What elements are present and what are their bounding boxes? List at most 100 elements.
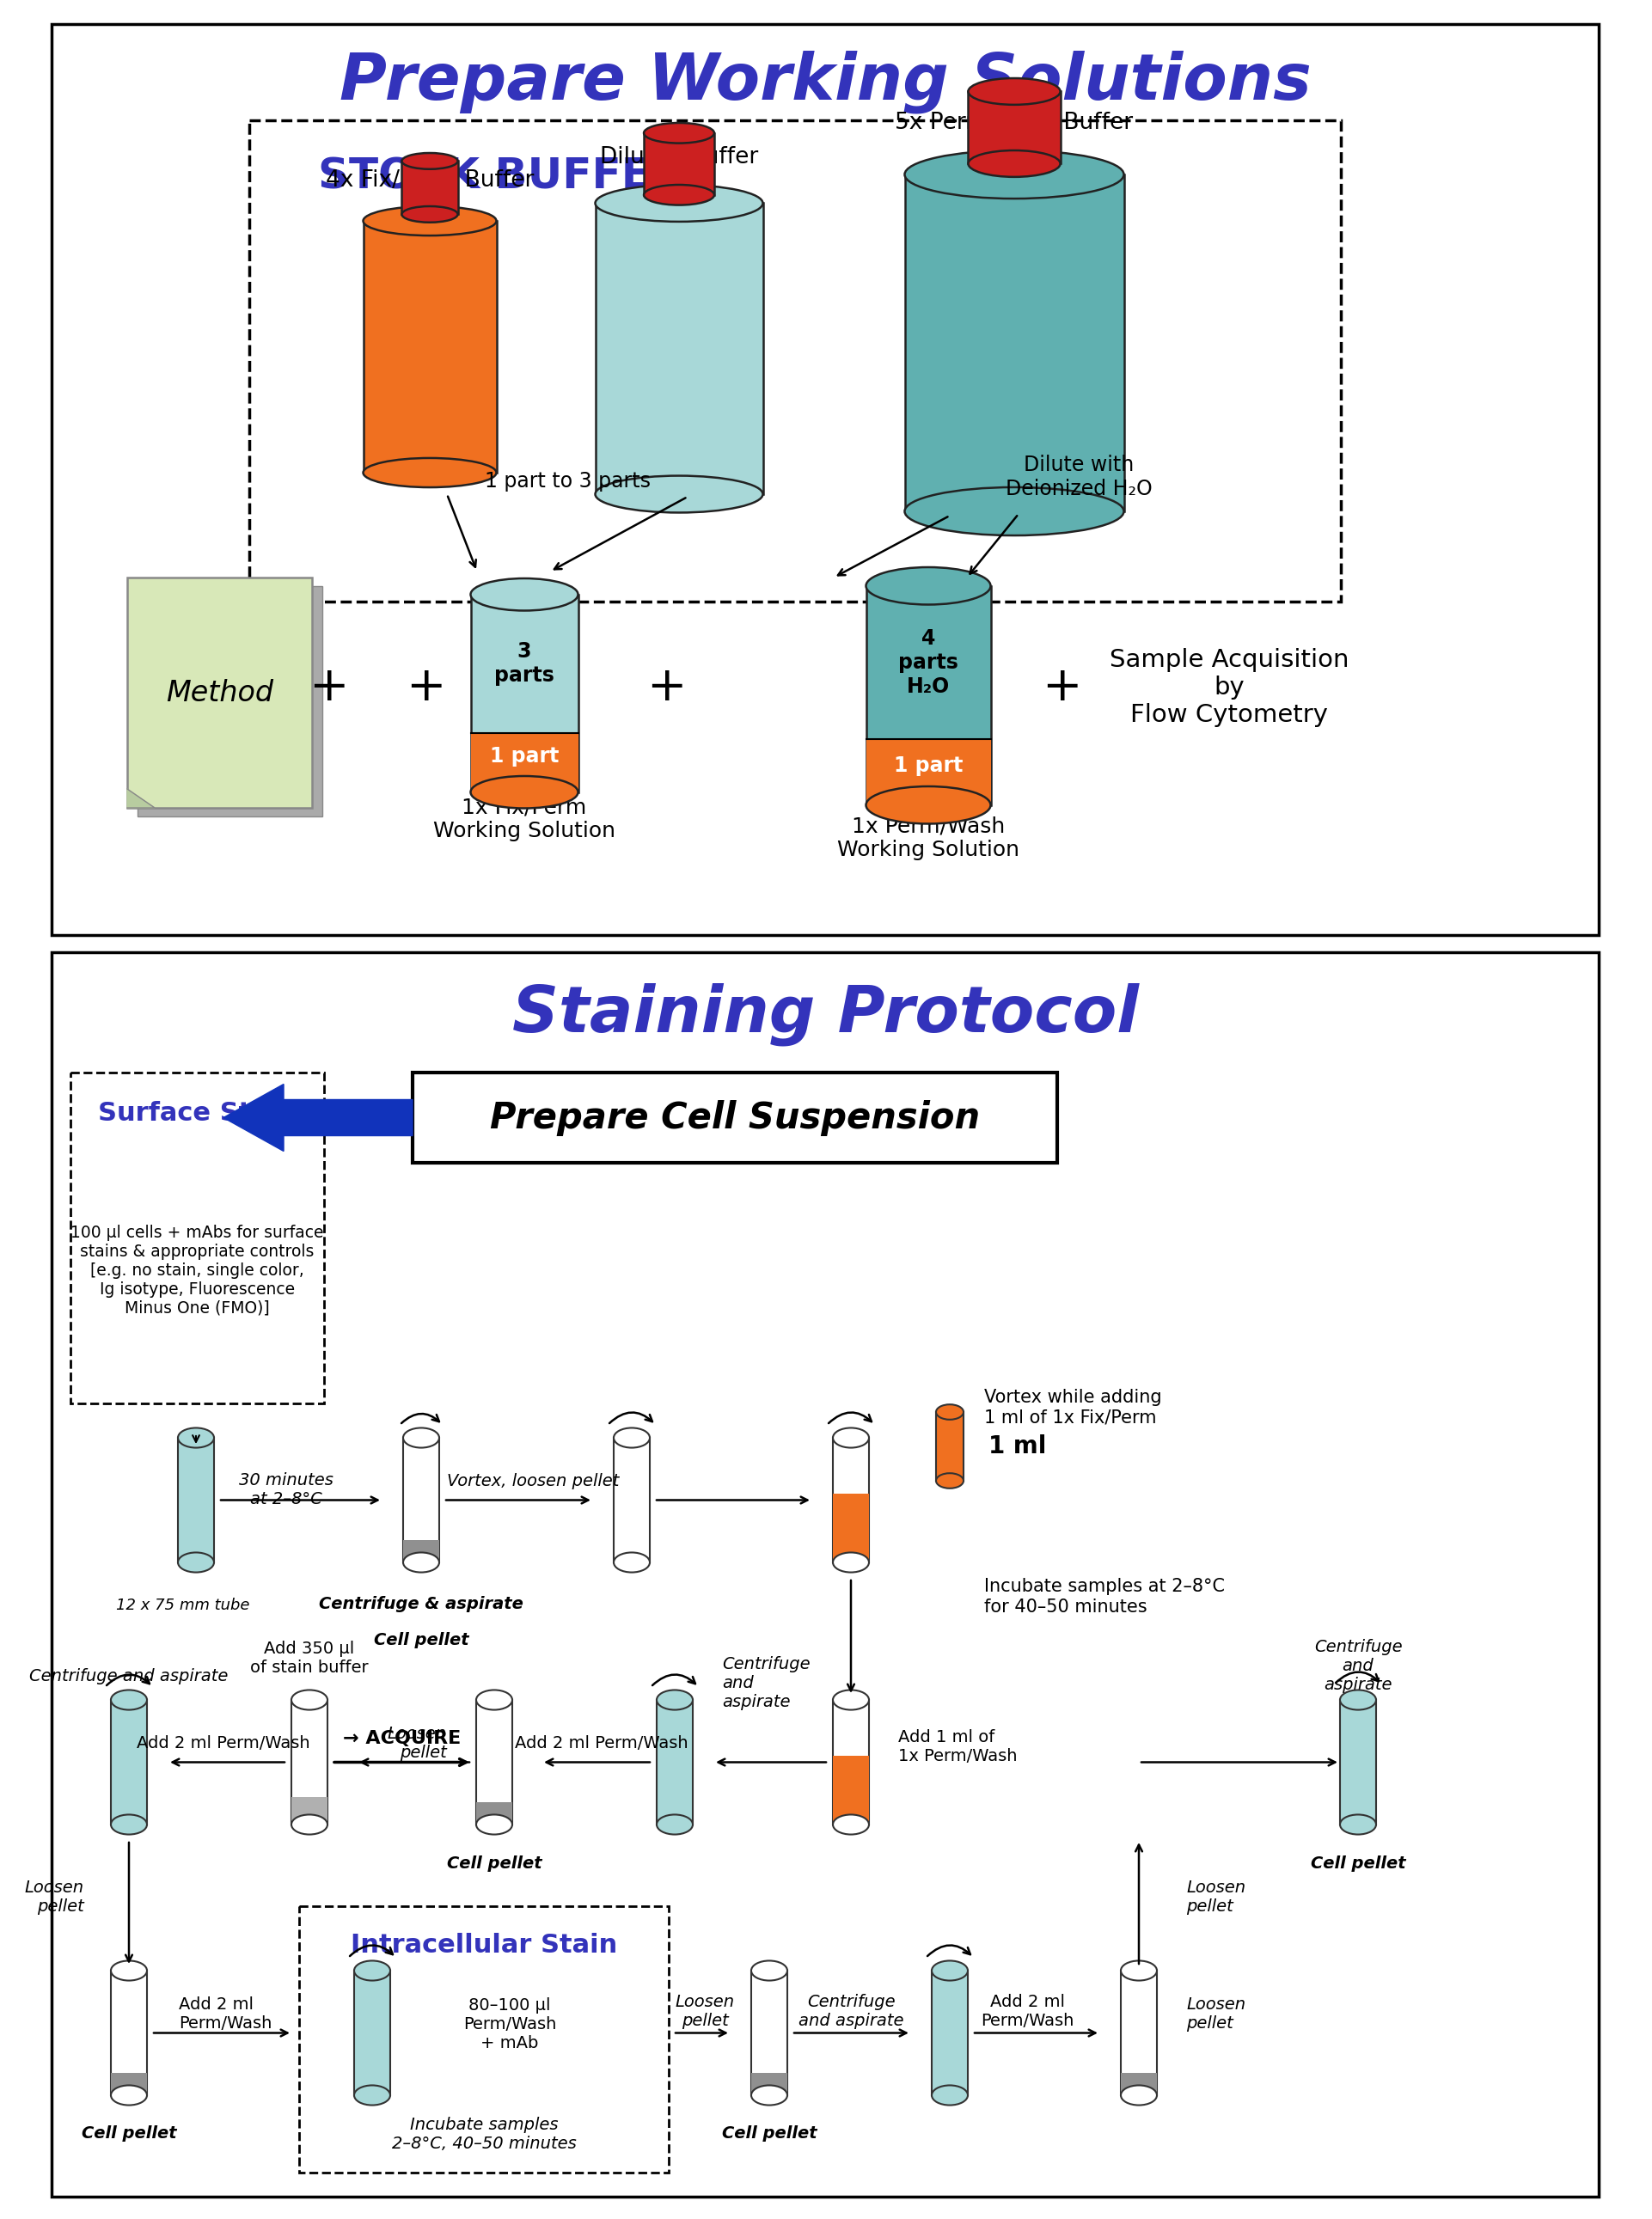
- Bar: [476, 1802, 512, 1824]
- Text: 12 x 75 mm tube: 12 x 75 mm tube: [116, 1598, 249, 1613]
- Text: Cell pellet: Cell pellet: [1310, 1855, 1406, 1871]
- Text: Vortex while adding
1 ml of 1x Fix/Perm: Vortex while adding 1 ml of 1x Fix/Perm: [985, 1389, 1161, 1427]
- Text: Method: Method: [165, 679, 273, 708]
- Text: Cell pellet: Cell pellet: [446, 1855, 542, 1871]
- Ellipse shape: [833, 1553, 869, 1573]
- Bar: [866, 586, 991, 805]
- Text: 4x Fix/Perm Buffer: 4x Fix/Perm Buffer: [325, 169, 534, 191]
- Text: 3
parts: 3 parts: [494, 641, 555, 686]
- Ellipse shape: [1120, 1962, 1156, 1982]
- Ellipse shape: [178, 1427, 215, 1447]
- Bar: [51, 952, 1599, 2197]
- Text: Incubate samples
2–8°C, 40–50 minutes: Incubate samples 2–8°C, 40–50 minutes: [392, 2117, 577, 2152]
- Ellipse shape: [752, 2086, 788, 2106]
- Text: 4
parts
H₂O: 4 parts H₂O: [899, 628, 958, 697]
- Ellipse shape: [1340, 1691, 1376, 1711]
- Text: Cell pellet: Cell pellet: [81, 2126, 177, 2141]
- Ellipse shape: [111, 1962, 147, 1982]
- Bar: [613, 1438, 649, 1562]
- Text: 30 minutes
at 2–8°C: 30 minutes at 2–8°C: [240, 1471, 334, 1507]
- Text: Add 2 ml
Perm/Wash: Add 2 ml Perm/Wash: [981, 1995, 1074, 2028]
- Bar: [178, 1438, 215, 1562]
- Bar: [937, 1411, 963, 1480]
- Ellipse shape: [644, 184, 714, 204]
- Bar: [363, 222, 496, 473]
- Ellipse shape: [752, 1962, 788, 1982]
- Bar: [111, 2073, 147, 2095]
- Ellipse shape: [178, 1553, 215, 1573]
- Ellipse shape: [644, 122, 714, 144]
- Ellipse shape: [291, 1815, 327, 1835]
- Text: Loosen
pellet: Loosen pellet: [676, 1995, 735, 2028]
- Bar: [354, 1970, 390, 2095]
- Bar: [833, 1493, 869, 1562]
- Ellipse shape: [866, 568, 991, 604]
- Ellipse shape: [403, 1553, 439, 1573]
- Ellipse shape: [363, 457, 496, 488]
- Text: Centrifuge
and
aspirate: Centrifuge and aspirate: [1313, 1638, 1403, 1693]
- Bar: [403, 1540, 439, 1562]
- Text: Surface Stain: Surface Stain: [97, 1101, 296, 1127]
- Ellipse shape: [111, 2086, 147, 2106]
- Bar: [752, 1970, 788, 2095]
- Ellipse shape: [1340, 1815, 1376, 1835]
- Ellipse shape: [471, 579, 578, 610]
- Ellipse shape: [354, 1962, 390, 1982]
- Ellipse shape: [657, 1691, 692, 1711]
- Bar: [833, 1438, 869, 1562]
- Text: → ACQUIRE: → ACQUIRE: [344, 1729, 461, 1746]
- Text: Intracellular Stain: Intracellular Stain: [350, 1933, 618, 1957]
- Ellipse shape: [937, 1405, 963, 1420]
- Text: Loosen
pellet: Loosen pellet: [388, 1726, 448, 1762]
- Bar: [595, 204, 763, 495]
- Text: Cell pellet: Cell pellet: [722, 2126, 816, 2141]
- Ellipse shape: [833, 1427, 869, 1447]
- Ellipse shape: [932, 2086, 968, 2106]
- Ellipse shape: [833, 1815, 869, 1835]
- Bar: [1340, 1700, 1376, 1824]
- Ellipse shape: [363, 206, 496, 235]
- Text: Prepare Working Solutions: Prepare Working Solutions: [339, 51, 1312, 113]
- Bar: [968, 91, 1061, 164]
- Ellipse shape: [401, 206, 458, 222]
- Text: Sample Acquisition
by
Flow Cytometry: Sample Acquisition by Flow Cytometry: [1110, 648, 1348, 728]
- Ellipse shape: [657, 1815, 692, 1835]
- Bar: [137, 586, 322, 817]
- Text: Diluent Buffer: Diluent Buffer: [600, 146, 758, 169]
- Bar: [905, 175, 1123, 510]
- FancyArrow shape: [223, 1085, 413, 1152]
- Text: 1 ml: 1 ml: [988, 1433, 1046, 1458]
- Ellipse shape: [613, 1553, 649, 1573]
- Text: 1 part: 1 part: [489, 746, 558, 768]
- Text: Add 2 ml
Perm/Wash: Add 2 ml Perm/Wash: [178, 1997, 273, 2033]
- Bar: [1120, 2073, 1156, 2095]
- Ellipse shape: [1120, 2086, 1156, 2106]
- Bar: [71, 1072, 324, 1402]
- Bar: [291, 1700, 327, 1824]
- Bar: [752, 2073, 788, 2095]
- Bar: [657, 1700, 692, 1824]
- Text: Loosen
pellet: Loosen pellet: [1186, 1879, 1246, 1915]
- Text: Centrifuge & aspirate: Centrifuge & aspirate: [319, 1595, 524, 1611]
- Bar: [833, 1700, 869, 1824]
- Ellipse shape: [401, 153, 458, 169]
- Bar: [932, 1970, 968, 2095]
- Text: Staining Protocol: Staining Protocol: [512, 983, 1138, 1045]
- Ellipse shape: [291, 1815, 327, 1835]
- Ellipse shape: [111, 1815, 147, 1835]
- Text: +: +: [1041, 663, 1082, 710]
- Ellipse shape: [905, 151, 1123, 200]
- Ellipse shape: [866, 786, 991, 823]
- Ellipse shape: [111, 1691, 147, 1711]
- Polygon shape: [127, 790, 155, 808]
- Ellipse shape: [595, 184, 763, 222]
- Text: 100 µl cells + mAbs for surface
stains & appropriate controls
[e.g. no stain, si: 100 µl cells + mAbs for surface stains &…: [71, 1225, 324, 1316]
- Text: Incubate samples at 2–8°C
for 40–50 minutes: Incubate samples at 2–8°C for 40–50 minu…: [985, 1578, 1224, 1615]
- Bar: [644, 133, 714, 195]
- Text: +: +: [405, 663, 446, 710]
- Ellipse shape: [968, 151, 1061, 178]
- Text: Centrifuge
and
aspirate: Centrifuge and aspirate: [722, 1655, 809, 1711]
- Ellipse shape: [476, 1815, 512, 1835]
- Bar: [413, 1072, 1057, 1163]
- Text: Dilute with
Deionized H₂O: Dilute with Deionized H₂O: [1006, 455, 1151, 499]
